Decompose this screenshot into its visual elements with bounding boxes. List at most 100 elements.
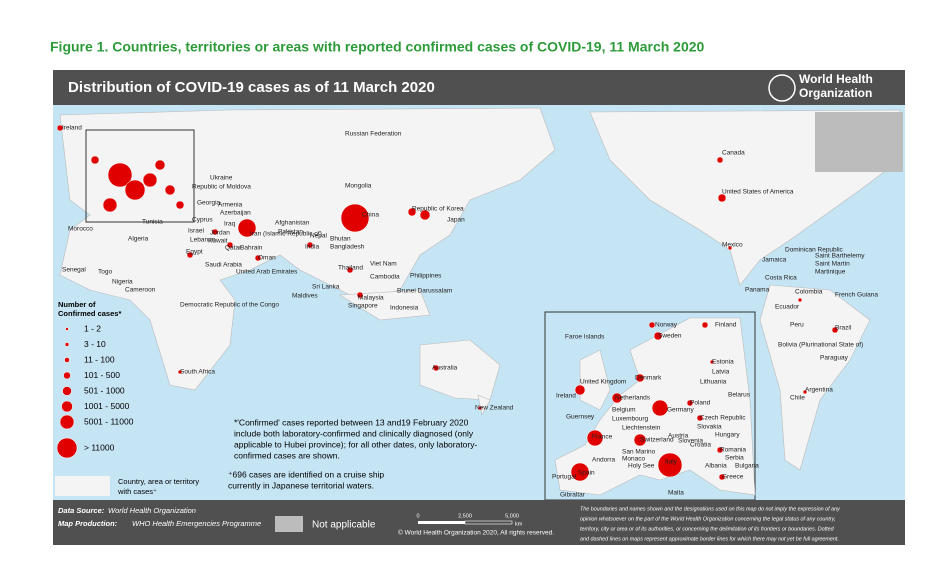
scale-tick: 5,000 — [505, 513, 519, 519]
case-bubble — [701, 321, 709, 329]
legend-label: 5001 - 11000 — [84, 416, 134, 426]
legend-title: Confirmed cases* — [58, 309, 121, 318]
country-label: Jordan — [210, 230, 230, 237]
org-name: Organization — [799, 86, 872, 100]
country-label: Nepal — [310, 233, 328, 240]
country-label: Russian Federation — [345, 131, 402, 138]
note-line: currently in Japanese territorial waters… — [228, 480, 374, 490]
header-bar — [53, 70, 905, 105]
country-label: Iraq — [224, 221, 236, 228]
country-label: New Zealand — [475, 405, 514, 412]
case-bubble — [56, 124, 64, 132]
country-label: Bangladesh — [330, 244, 365, 251]
country-label: Lebanon — [190, 237, 216, 244]
case-bubble — [407, 207, 417, 217]
country-label: Democratic Republic of the Congo — [180, 302, 279, 309]
inset-country-label: Spain — [578, 470, 595, 477]
case-bubble — [648, 321, 656, 329]
country-label: Kuwait — [208, 238, 228, 245]
case-bubble — [154, 159, 166, 171]
case-bubble — [419, 209, 431, 221]
org-name: World Health — [799, 72, 873, 86]
case-bubble — [90, 155, 100, 165]
country-label: Ecuador — [775, 304, 800, 311]
country-label: Chile — [790, 395, 805, 402]
legend-note: Country, area or territory — [118, 477, 199, 486]
inset-country-label: Liechtenstein — [622, 425, 661, 432]
notes: *'Confirmed' cases reported between 13 a… — [228, 417, 477, 490]
country-label: Morocco — [68, 226, 93, 233]
inset-country-label: Luxembourg — [612, 416, 649, 423]
case-bubble — [802, 389, 808, 395]
country-label: Bolivia (Plurinational State of) — [778, 342, 863, 349]
inset-country-label: Finland — [715, 322, 737, 329]
copyright: © World Health Organization 2020, All ri… — [398, 529, 554, 537]
disclaimer: The boundaries and names shown and the d… — [580, 506, 840, 542]
case-bubble — [102, 197, 118, 213]
inset-country-label: Norway — [655, 322, 678, 329]
country-label: Togo — [98, 269, 112, 276]
country-label: Israel — [188, 228, 204, 235]
country-label: Saudi Arabia — [205, 262, 242, 269]
inset-country-label: France — [592, 434, 613, 441]
inset-country-label: Germany — [667, 407, 694, 414]
case-bubble — [727, 245, 733, 251]
country-label: China — [362, 212, 379, 219]
who-logo — [768, 74, 796, 102]
scale-segment — [464, 520, 513, 525]
source-label: Data Source: — [58, 506, 105, 515]
case-bubble — [633, 433, 647, 447]
country-label: Japan — [447, 217, 465, 224]
case-bubble — [574, 384, 586, 396]
inset-country-label: United Kingdom — [580, 379, 626, 386]
case-bubble — [346, 266, 354, 274]
case-bubble — [716, 446, 724, 454]
production-label: Map Production: — [58, 519, 118, 528]
country-label: Egypt — [186, 249, 203, 256]
scale-segment — [418, 521, 465, 524]
legend-label: 501 - 1000 — [84, 385, 125, 395]
country-label: United Arab Emirates — [236, 269, 298, 276]
country-label: French Guiana — [835, 292, 878, 299]
case-bubble — [226, 241, 234, 249]
country-label: India — [305, 244, 319, 251]
country-label: Indonesia — [390, 305, 419, 312]
country-label: Algeria — [128, 236, 149, 243]
case-bubble — [696, 414, 704, 422]
inset-country-label: Monaco — [622, 456, 646, 463]
country-label: Bhutan — [330, 236, 351, 243]
country-label: Australia — [432, 365, 458, 372]
inset-country-label: Lithuania — [700, 379, 727, 386]
case-bubble — [306, 241, 314, 249]
country-label: Republic of Korea — [412, 206, 464, 213]
case-bubbles — [56, 124, 839, 482]
case-bubble — [356, 291, 364, 299]
country-label: Thailand — [338, 265, 363, 272]
legend-symbol — [64, 357, 70, 363]
greenland — [815, 112, 903, 172]
case-bubble — [718, 473, 726, 481]
case-bubble — [570, 462, 590, 482]
note-line: include both laboratory-confirmed and cl… — [234, 428, 474, 438]
country-label: Mexico — [722, 242, 743, 249]
case-bubble — [142, 172, 158, 188]
legend-swatch — [55, 476, 110, 496]
country-label: Panama — [745, 287, 770, 294]
inset-country-label: Netherlands — [615, 395, 651, 402]
map-title: Distribution of COVID-19 cases as of 11 … — [68, 79, 435, 96]
country-label: Peru — [790, 322, 804, 329]
inset-country-label: San Marino — [622, 449, 656, 456]
inset-country-label: Austria — [668, 433, 689, 440]
legend-label: 11 - 100 — [84, 354, 115, 364]
country-label: Tunisia — [142, 219, 163, 226]
country-label: Cyprus — [192, 217, 213, 224]
country-label: Nigeria — [112, 279, 133, 286]
case-bubble — [124, 179, 146, 201]
country-label: Canada — [722, 150, 745, 157]
inset-country-label: Romania — [720, 447, 746, 454]
legend-symbol — [64, 342, 70, 347]
scale-bar: 0 2,500 5,000 km — [416, 513, 522, 527]
na-swatch — [275, 516, 303, 532]
country-label: Iran (Islamic Republic of) — [250, 231, 322, 238]
country-label: Viet Nam — [370, 261, 397, 268]
